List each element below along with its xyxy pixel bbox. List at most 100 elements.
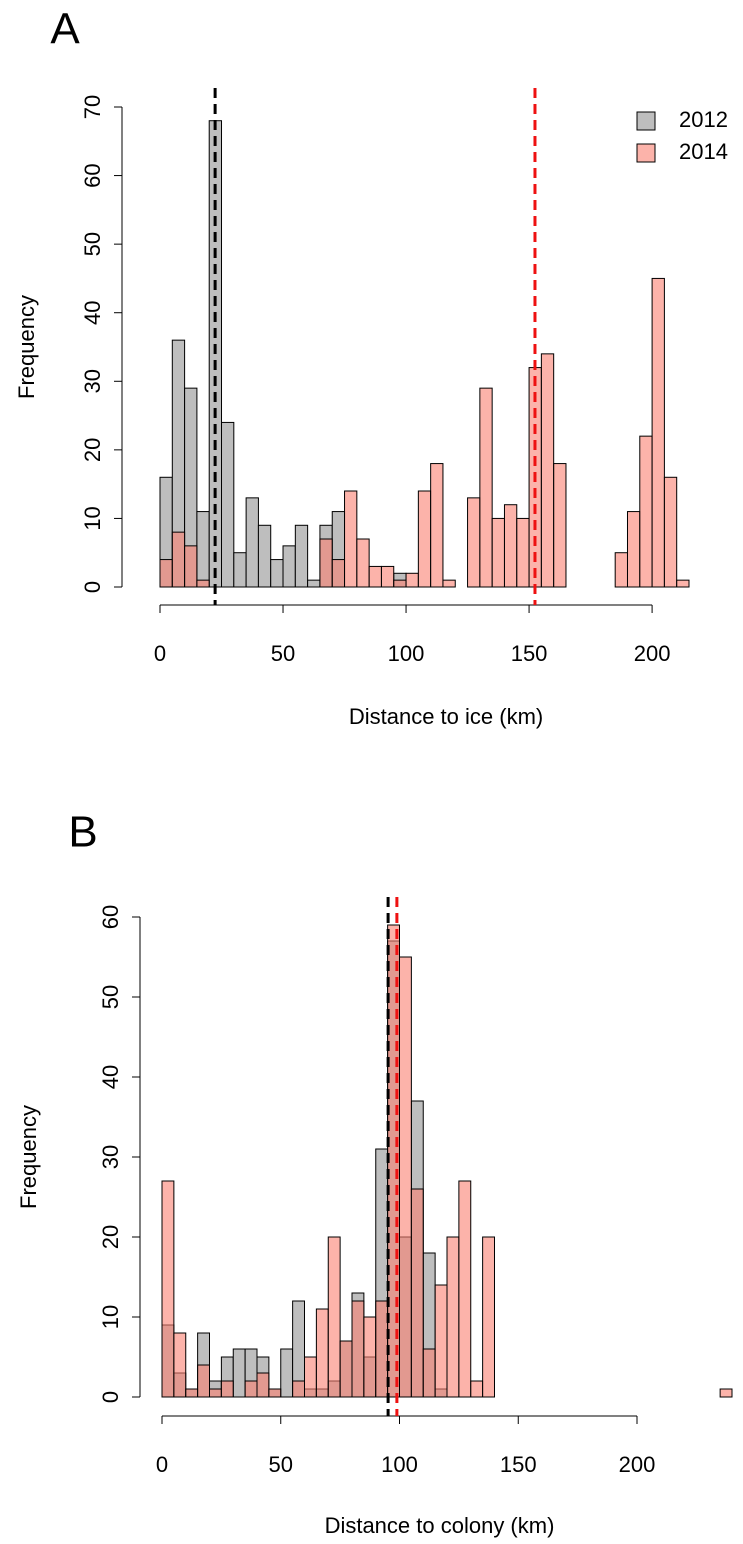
bar (282, 545, 296, 588)
x-tick-label: 100 (381, 1452, 418, 1477)
bar (405, 572, 419, 588)
bar (442, 579, 456, 588)
bar (663, 476, 678, 588)
bar (196, 579, 210, 588)
legend-swatch (636, 143, 656, 163)
bar (315, 1308, 329, 1398)
bar (304, 1356, 317, 1398)
bar (553, 463, 567, 588)
y-tick-label: 20 (98, 1225, 123, 1249)
y-tick-label: 30 (98, 1145, 123, 1169)
bar (458, 1180, 472, 1398)
x-tick-label: 200 (634, 641, 671, 666)
bar (491, 517, 505, 588)
bar (173, 1332, 187, 1398)
bar (676, 579, 690, 588)
bar (363, 1316, 377, 1398)
x-tick-label: 150 (500, 1452, 537, 1477)
bar (467, 497, 481, 588)
bar (503, 504, 518, 588)
legend-swatch (636, 111, 656, 131)
bar (719, 1388, 733, 1398)
y-tick-label: 0 (80, 581, 105, 593)
bar (256, 1372, 270, 1398)
bar (651, 277, 665, 588)
bar (171, 531, 186, 588)
bar (307, 579, 321, 588)
bar (184, 545, 198, 588)
bar (639, 435, 653, 588)
bar (368, 565, 382, 588)
x-tick-label: 0 (156, 1452, 168, 1477)
y-tick-label: 40 (98, 1065, 123, 1089)
bar (516, 517, 530, 588)
legend-label: 2014 (679, 139, 728, 164)
bar (399, 956, 412, 1398)
bar (375, 1300, 389, 1398)
x-tick-label: 200 (619, 1452, 656, 1477)
bar (339, 1340, 353, 1398)
y-tick-label: 20 (80, 438, 105, 462)
bar (344, 490, 358, 588)
panel-label: A (50, 5, 80, 54)
y-tick-label: 40 (80, 300, 105, 324)
bar (245, 497, 259, 588)
bar (232, 1348, 246, 1398)
bar (244, 1380, 258, 1398)
x-tick-label: 150 (511, 641, 548, 666)
bar (331, 559, 346, 588)
bar (626, 511, 641, 588)
bar (430, 463, 444, 588)
bar (351, 1300, 365, 1398)
bar (540, 353, 555, 588)
bar (220, 1380, 234, 1398)
x-axis-title: Distance to colony (km) (325, 1513, 555, 1538)
bar (196, 511, 210, 588)
bar (268, 1388, 282, 1398)
bar (280, 1348, 294, 1398)
x-axis-title: Distance to ice (km) (349, 704, 543, 729)
x-tick-label: 0 (154, 641, 166, 666)
bar (410, 1188, 424, 1398)
y-tick-label: 60 (98, 905, 123, 929)
bar (356, 538, 370, 588)
y-tick-label: 60 (80, 163, 105, 187)
y-tick-label: 70 (80, 95, 105, 119)
bar (380, 565, 395, 588)
bar (417, 490, 432, 588)
bar (327, 1236, 341, 1398)
bar (257, 524, 272, 588)
bar (482, 1236, 495, 1398)
bar (422, 1348, 436, 1398)
y-tick-label: 10 (80, 506, 105, 530)
bar (209, 1388, 222, 1398)
x-tick-label: 50 (271, 641, 295, 666)
bar (197, 1364, 210, 1398)
bar (292, 1380, 305, 1398)
bar (159, 559, 173, 588)
x-tick-label: 100 (388, 641, 425, 666)
bar (319, 538, 333, 588)
bar (470, 1380, 484, 1398)
panel-label: B (68, 808, 97, 857)
x-tick-label: 50 (269, 1452, 293, 1477)
bar (393, 579, 407, 588)
y-tick-label: 10 (98, 1305, 123, 1329)
y-axis-title: Frequency (14, 295, 39, 399)
bar (221, 421, 235, 588)
legend-label: 2012 (679, 107, 728, 132)
bar (233, 552, 247, 588)
bar (614, 552, 628, 588)
y-axis-title: Frequency (16, 1105, 41, 1209)
bar (446, 1236, 460, 1398)
bar (294, 524, 309, 588)
bar (479, 387, 493, 588)
y-tick-label: 30 (80, 369, 105, 393)
bar (434, 1284, 448, 1398)
bar (161, 1180, 175, 1398)
y-tick-label: 50 (80, 232, 105, 256)
bar (185, 1388, 199, 1398)
y-tick-label: 50 (98, 985, 123, 1009)
y-tick-label: 0 (98, 1391, 123, 1403)
